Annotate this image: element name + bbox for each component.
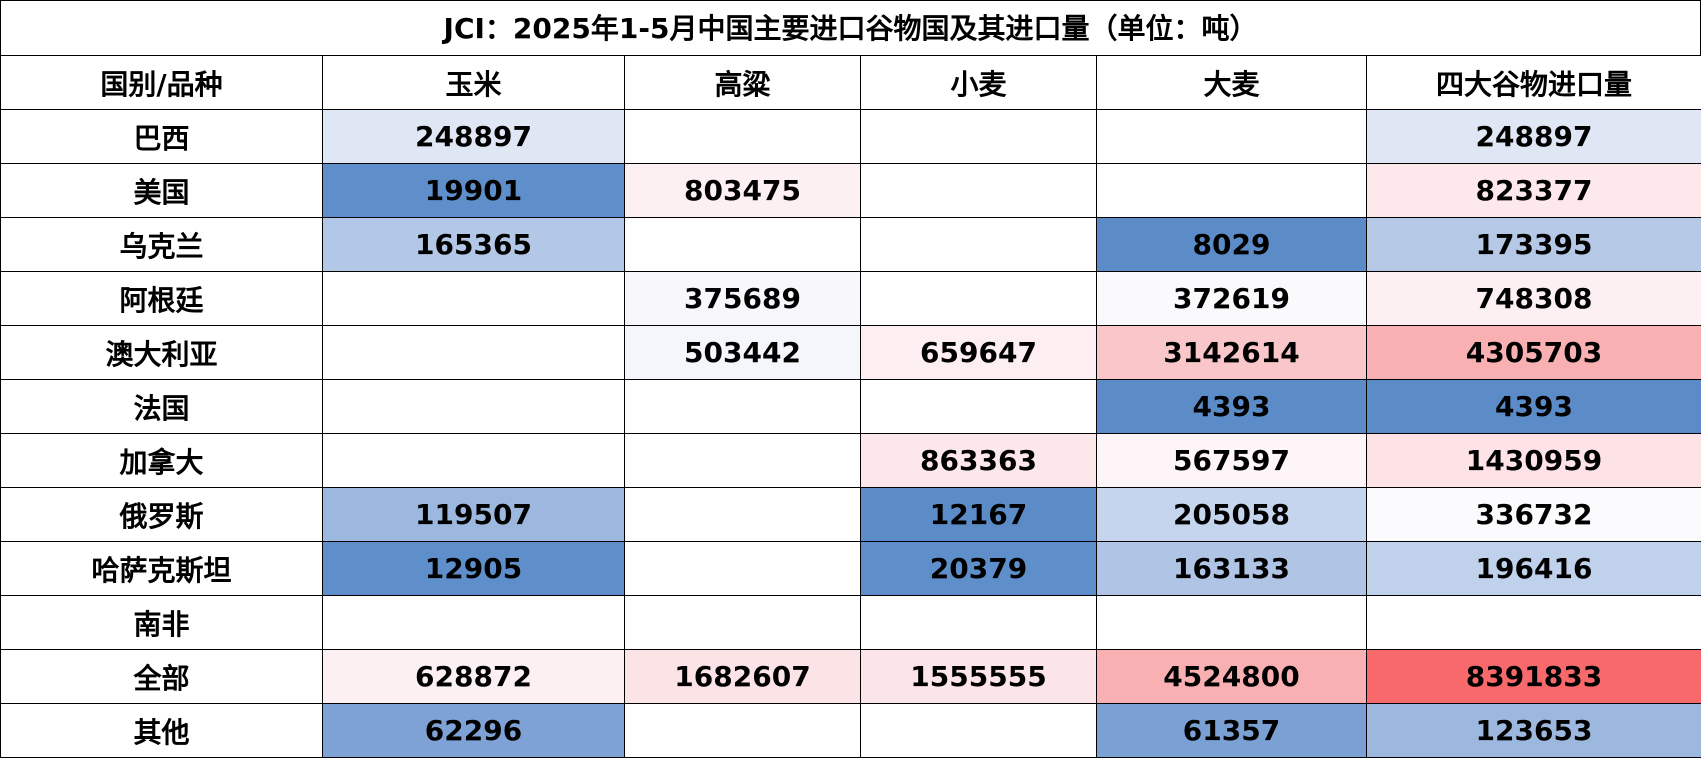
table-row: 澳大利亚 503442 659647 3142614 4305703 [0,325,1701,380]
barley-cell: 163133 [1096,541,1367,596]
wheat-cell: 20379 [860,541,1097,596]
wheat-cell [860,217,1097,272]
barley-cell [1096,109,1367,164]
wheat-cell [860,271,1097,326]
barley-cell: 3142614 [1096,325,1367,380]
sorghum-cell [624,217,861,272]
total-cell: 248897 [1366,109,1701,164]
barley-cell [1096,595,1367,650]
wheat-cell: 12167 [860,487,1097,542]
wheat-cell [860,703,1097,758]
country-cell: 乌克兰 [0,217,323,272]
corn-cell: 165365 [322,217,625,272]
corn-cell: 62296 [322,703,625,758]
total-cell: 4305703 [1366,325,1701,380]
wheat-cell [860,379,1097,434]
country-cell: 全部 [0,649,323,704]
barley-cell: 372619 [1096,271,1367,326]
header-row: 国别/品种 玉米 高粱 小麦 大麦 四大谷物进口量 [0,55,1701,110]
country-cell: 其他 [0,703,323,758]
corn-cell [322,271,625,326]
corn-cell [322,379,625,434]
corn-cell: 19901 [322,163,625,218]
country-cell: 加拿大 [0,433,323,488]
corn-cell: 119507 [322,487,625,542]
corn-cell [322,595,625,650]
country-cell: 美国 [0,163,323,218]
table-row: 美国 19901 803475 823377 [0,163,1701,218]
country-cell: 澳大利亚 [0,325,323,380]
sorghum-cell: 803475 [624,163,861,218]
sorghum-cell [624,433,861,488]
total-cell: 173395 [1366,217,1701,272]
header-total: 四大谷物进口量 [1366,55,1701,110]
table-row: 俄罗斯 119507 12167 205058 336732 [0,487,1701,542]
sorghum-cell [624,703,861,758]
sorghum-cell [624,487,861,542]
barley-cell [1096,163,1367,218]
table-row: 乌克兰 165365 8029 173395 [0,217,1701,272]
wheat-cell [860,109,1097,164]
table-row: 其他 62296 61357 123653 [0,703,1701,758]
table-row: 哈萨克斯坦 12905 20379 163133 196416 [0,541,1701,596]
sorghum-cell [624,379,861,434]
total-cell: 748308 [1366,271,1701,326]
sorghum-cell [624,109,861,164]
table-row: 巴西 248897 248897 [0,109,1701,164]
corn-cell: 248897 [322,109,625,164]
country-cell: 阿根廷 [0,271,323,326]
corn-cell: 628872 [322,649,625,704]
table-row: 南非 [0,595,1701,650]
wheat-cell [860,595,1097,650]
total-cell [1366,595,1701,650]
country-cell: 法国 [0,379,323,434]
table-row: 加拿大 863363 567597 1430959 [0,433,1701,488]
header-wheat: 小麦 [860,55,1097,110]
table-title: JCI：2025年1-5月中国主要进口谷物国及其进口量（单位：吨） [0,0,1701,55]
corn-cell [322,433,625,488]
country-cell: 巴西 [0,109,323,164]
sorghum-cell [624,595,861,650]
wheat-cell: 863363 [860,433,1097,488]
wheat-cell: 1555555 [860,649,1097,704]
country-cell: 哈萨克斯坦 [0,541,323,596]
total-cell: 823377 [1366,163,1701,218]
total-cell: 123653 [1366,703,1701,758]
header-corn: 玉米 [322,55,625,110]
sorghum-cell: 1682607 [624,649,861,704]
table-row: 阿根廷 375689 372619 748308 [0,271,1701,326]
wheat-cell: 659647 [860,325,1097,380]
total-cell: 4393 [1366,379,1701,434]
header-country: 国别/品种 [0,55,323,110]
header-barley: 大麦 [1096,55,1367,110]
barley-cell: 567597 [1096,433,1367,488]
barley-cell: 61357 [1096,703,1367,758]
barley-cell: 4524800 [1096,649,1367,704]
total-cell: 336732 [1366,487,1701,542]
sorghum-cell: 375689 [624,271,861,326]
corn-cell [322,325,625,380]
total-cell: 196416 [1366,541,1701,596]
sorghum-cell [624,541,861,596]
grain-import-table: 国别/品种 玉米 高粱 小麦 大麦 四大谷物进口量 巴西 248897 248897… [0,55,1701,758]
country-cell: 南非 [0,595,323,650]
barley-cell: 4393 [1096,379,1367,434]
header-sorghum: 高粱 [624,55,861,110]
table-row: 全部 628872 1682607 1555555 4524800 8391833 [0,649,1701,704]
barley-cell: 205058 [1096,487,1367,542]
total-cell: 8391833 [1366,649,1701,704]
sorghum-cell: 503442 [624,325,861,380]
total-cell: 1430959 [1366,433,1701,488]
country-cell: 俄罗斯 [0,487,323,542]
barley-cell: 8029 [1096,217,1367,272]
corn-cell: 12905 [322,541,625,596]
wheat-cell [860,163,1097,218]
table-row: 法国 4393 4393 [0,379,1701,434]
